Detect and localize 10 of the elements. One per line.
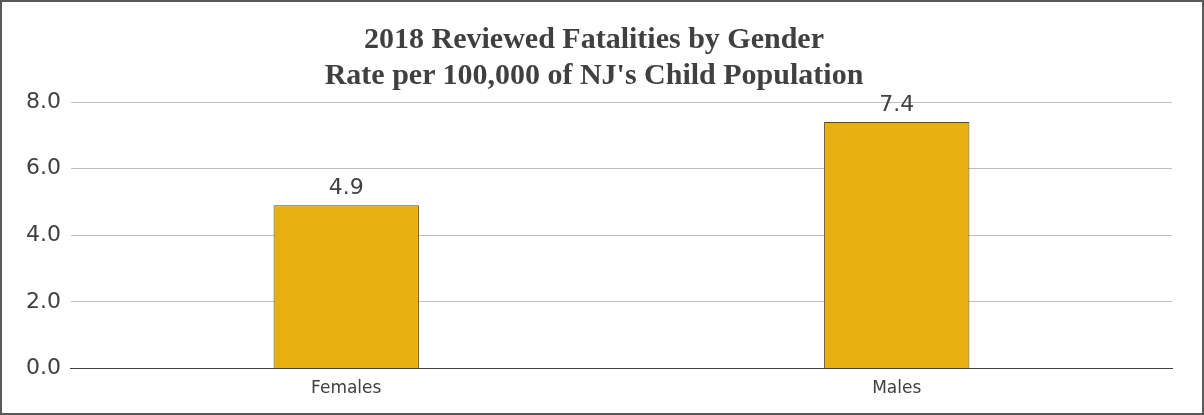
- data-label: 7.4: [879, 90, 915, 116]
- data-label: 4.9: [328, 174, 364, 200]
- chart-title: 2018 Reviewed Fatalities by Gender Rate per 100,000 of NJ's Child Population: [324, 20, 864, 90]
- x-tick-label: Females: [311, 377, 382, 398]
- y-tick-label: 4.0: [25, 221, 61, 247]
- y-tick-label: 0.0: [25, 354, 61, 380]
- y-tick-label: 8.0: [25, 87, 61, 113]
- y-tick-label: 6.0: [25, 154, 61, 180]
- x-tick-label: Males: [872, 377, 922, 398]
- y-tick-label: 2.0: [25, 287, 61, 313]
